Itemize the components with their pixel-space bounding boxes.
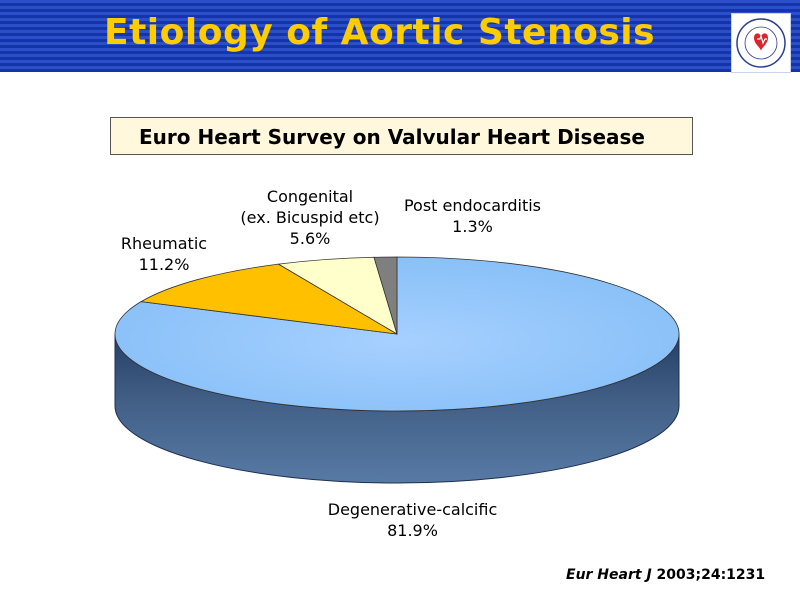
rheumatic-name: Rheumatic [120,234,208,253]
congenital-name-line1: Congenital [266,187,354,206]
congenital-name-line2: (ex. Bicuspid etc) [240,208,380,227]
slice-label-post-endocarditis: Post endocarditis 1.3% [385,195,560,237]
society-logo-icon [731,13,791,73]
citation: Eur Heart J 2003;24:1231 [566,567,765,583]
citation-journal: Eur Heart J [566,567,652,583]
slice-label-degenerative: Degenerative-calcific 81.9% [300,499,525,541]
pie-slice-degenerative [114,256,680,412]
rheumatic-pct: 11.2% [138,255,190,274]
degenerative-pct: 81.9% [387,521,438,540]
slice-label-rheumatic: Rheumatic 11.2% [100,233,228,275]
pie-slice-post-endocarditis [373,256,398,335]
post-endocarditis-pct: 1.3% [452,217,493,236]
congenital-pct: 5.6% [289,229,331,248]
post-endocarditis-name: Post endocarditis [403,196,542,215]
citation-ref: 2003;24:1231 [651,567,766,583]
degenerative-name: Degenerative-calcific [327,500,498,519]
slide-header: Etiology of Aortic Stenosis [0,0,800,73]
slide-title: Etiology of Aortic Stenosis [104,12,656,53]
pie-slice-rheumatic [139,263,398,335]
subtitle-box: Euro Heart Survey on Valvular Heart Dise… [110,117,693,155]
subtitle-text: Euro Heart Survey on Valvular Heart Dise… [139,125,645,149]
slice-label-congenital: Congenital (ex. Bicuspid etc) 5.6% [215,186,405,249]
